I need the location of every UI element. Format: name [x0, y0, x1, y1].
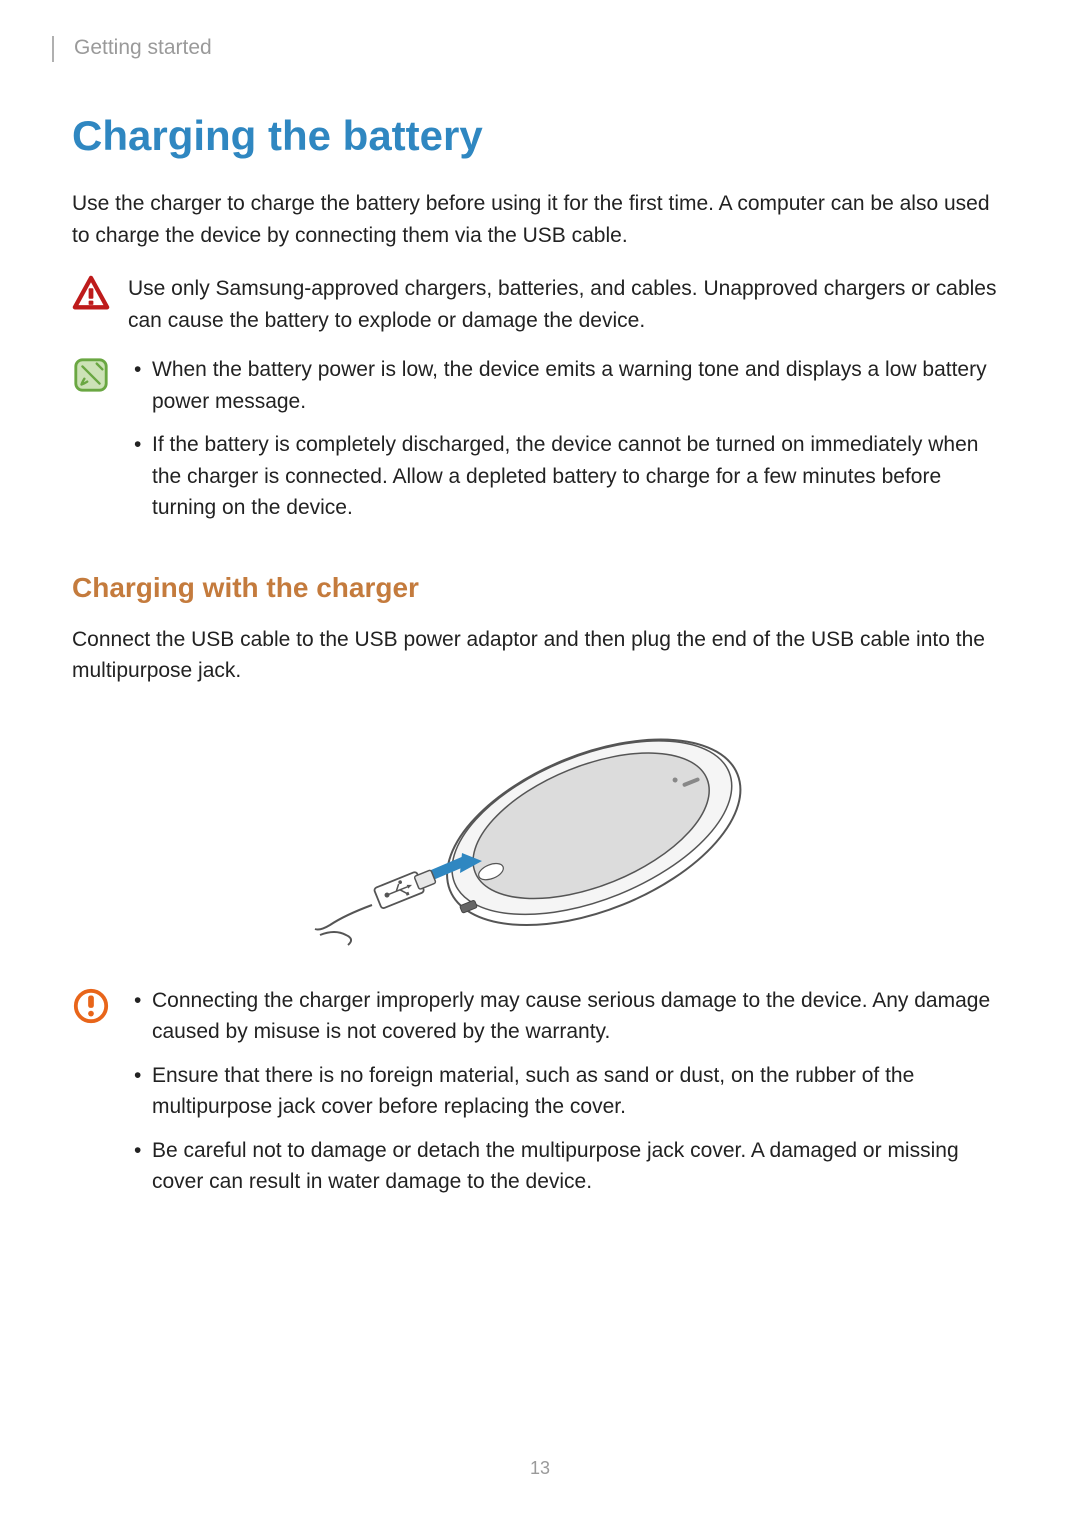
caution-item: Be careful not to damage or detach the m… [128, 1135, 1008, 1198]
note-content: When the battery power is low, the devic… [128, 354, 1008, 536]
caution-icon [72, 987, 110, 1025]
charger-illustration [72, 713, 1008, 953]
page-title: Charging the battery [72, 112, 1008, 160]
intro-paragraph: Use the charger to charge the battery be… [72, 188, 1008, 251]
header-bar: Getting started [52, 36, 1008, 62]
breadcrumb: Getting started [74, 36, 212, 60]
note-list: When the battery power is low, the devic… [128, 354, 1008, 524]
caution-list: Connecting the charger improperly may ca… [128, 985, 1008, 1198]
warning-callout: Use only Samsung-approved chargers, batt… [72, 273, 1008, 336]
caution-content: Connecting the charger improperly may ca… [128, 985, 1008, 1210]
page-number: 13 [0, 1458, 1080, 1479]
section-text: Connect the USB cable to the USB power a… [72, 624, 1008, 687]
document-page: Getting started Charging the battery Use… [0, 0, 1080, 1527]
caution-callout: Connecting the charger improperly may ca… [72, 985, 1008, 1210]
note-callout: When the battery power is low, the devic… [72, 354, 1008, 536]
section-title: Charging with the charger [72, 572, 1008, 604]
caution-item: Connecting the charger improperly may ca… [128, 985, 1008, 1048]
note-icon [72, 356, 110, 394]
warning-icon [72, 275, 110, 313]
note-item: When the battery power is low, the devic… [128, 354, 1008, 417]
warning-text: Use only Samsung-approved chargers, batt… [128, 273, 1008, 336]
caution-item: Ensure that there is no foreign material… [128, 1060, 1008, 1123]
note-item: If the battery is completely discharged,… [128, 429, 1008, 524]
